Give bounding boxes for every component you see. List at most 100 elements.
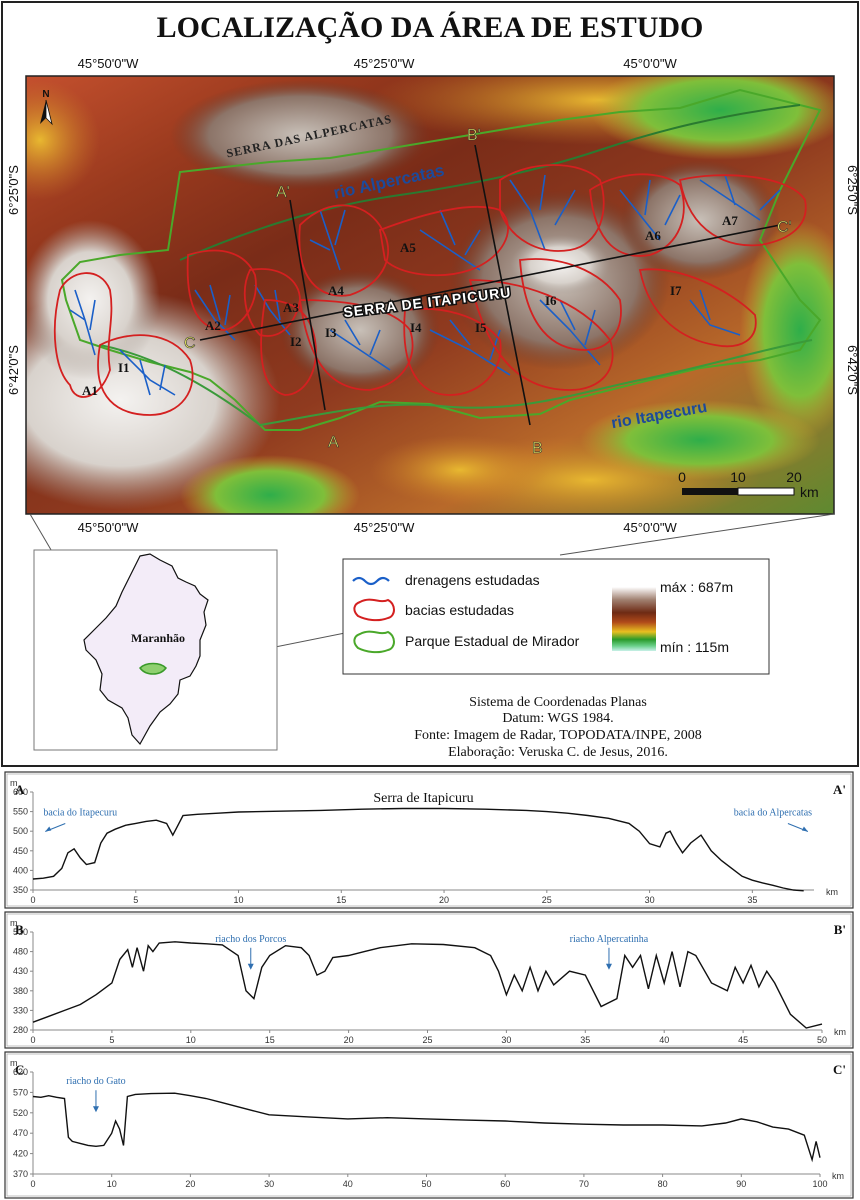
- x-tick-label: 20: [439, 895, 449, 905]
- basin-label-a5: A5: [400, 240, 416, 255]
- scale-tick-20: 20: [786, 469, 802, 485]
- x-tick-label: 30: [501, 1035, 511, 1045]
- y-tick-label: 520: [13, 1108, 28, 1118]
- coord-top-2: 45°25'0"W: [354, 56, 415, 71]
- y-tick-label: 420: [13, 1149, 28, 1159]
- credits-line-1: Sistema de Coordenadas Planas: [469, 695, 647, 710]
- y-tick-label: 380: [13, 986, 28, 996]
- y-tick-label: 430: [13, 966, 28, 976]
- basin-label-a1: A1: [82, 383, 98, 398]
- profile-frame: [4, 771, 854, 909]
- x-tick-label: 0: [30, 1179, 35, 1189]
- x-unit-label: km: [834, 1027, 846, 1037]
- y-tick-label: 330: [13, 1005, 28, 1015]
- inset-state-shape: [83, 553, 209, 746]
- profile-end-label: B': [834, 922, 846, 937]
- legend-max-label: máx : 687m: [660, 579, 733, 595]
- x-tick-label: 5: [133, 895, 138, 905]
- x-tick-label: 30: [264, 1179, 274, 1189]
- coord-bottom-2: 45°25'0"W: [354, 520, 415, 535]
- profile-line: [32, 1092, 821, 1163]
- profile-end-label: C': [833, 1062, 846, 1077]
- y-unit-label: m: [10, 778, 18, 788]
- map-frame: [25, 75, 835, 515]
- studied-basins: [53, 164, 807, 416]
- elevation-map: [26, 76, 834, 514]
- y-tick-label: 400: [13, 865, 28, 875]
- profile-annotation: riacho Alpercatinha: [570, 934, 649, 945]
- x-tick-label: 15: [265, 1035, 275, 1045]
- basin-label-i1: I1: [118, 360, 130, 375]
- y-tick-label: 480: [13, 947, 28, 957]
- profile-start-label: B: [15, 922, 24, 937]
- y-tick-label: 600: [13, 787, 28, 797]
- x-tick-label: 30: [645, 895, 655, 905]
- section-label-c: C: [184, 335, 196, 352]
- x-tick-label: 10: [107, 1179, 117, 1189]
- x-tick-label: 0: [30, 895, 35, 905]
- map-panel: LOCALIZAÇÃO DA ÁREA DE ESTUDO 45°50'0"W …: [1, 1, 860, 767]
- x-tick-label: 60: [500, 1179, 510, 1189]
- coord-right-2: 6°42'0"S: [845, 345, 860, 395]
- y-tick-label: 280: [13, 1025, 28, 1035]
- y-tick-label: 450: [13, 846, 28, 856]
- legend-basin-label: bacias estudadas: [405, 602, 514, 618]
- basin-label-a2: A2: [205, 318, 221, 333]
- basin-label-i2: I2: [290, 334, 302, 349]
- north-arrow-icon: [40, 99, 53, 126]
- y-tick-label: 500: [13, 826, 28, 836]
- coord-top-1: 45°50'0"W: [78, 56, 139, 71]
- y-tick-label: 570: [13, 1087, 28, 1097]
- basin-label-i6: I6: [545, 293, 557, 308]
- credits-line-3: Fonte: Imagem de Radar, TOPODATA/INPE, 2…: [414, 728, 702, 743]
- x-tick-label: 40: [659, 1035, 669, 1045]
- legend-park-symbol: [353, 630, 395, 654]
- section-lines: [199, 144, 781, 426]
- profile-annotation: riacho do Gato: [66, 1076, 125, 1087]
- legend-drainage-label: drenagens estudadas: [405, 572, 540, 588]
- basin-label-i4: I4: [410, 320, 422, 335]
- park-boundary: [60, 88, 822, 431]
- x-tick-label: 90: [736, 1179, 746, 1189]
- x-tick-label: 15: [336, 895, 346, 905]
- section-label-c-prime: C': [777, 219, 792, 236]
- section-label-a-prime: A': [276, 184, 290, 201]
- x-unit-label: km: [832, 1171, 844, 1181]
- coord-top-3: 45°0'0"W: [623, 56, 677, 71]
- x-tick-label: 40: [343, 1179, 353, 1189]
- legend-box: [342, 558, 770, 675]
- profile-frame: [4, 1051, 854, 1199]
- section-label-b: B: [532, 440, 543, 457]
- profile-annotation: riacho dos Porcos: [215, 934, 286, 945]
- y-tick-label: 530: [13, 927, 28, 937]
- x-unit-label: km: [826, 887, 838, 897]
- river-itapecuru-line: [99, 339, 813, 427]
- basin-label-a3: A3: [283, 300, 299, 315]
- profile-start-label: C: [15, 1062, 24, 1077]
- scale-tick-10: 10: [730, 469, 746, 485]
- scale-bar: [682, 487, 795, 496]
- scale-unit: km: [800, 484, 819, 500]
- basin-label-i7: I7: [670, 283, 682, 298]
- basin-label-i5: I5: [475, 320, 487, 335]
- y-tick-label: 350: [13, 885, 28, 895]
- inset-state-label: Maranhão: [131, 631, 185, 645]
- coord-bottom-1: 45°50'0"W: [78, 520, 139, 535]
- river-alpercatas-line: [179, 104, 801, 261]
- y-tick-label: 620: [13, 1067, 28, 1077]
- profile-end-label: A': [833, 782, 846, 797]
- profile-frame: [4, 911, 854, 1049]
- profile-line: [32, 941, 823, 1029]
- y-unit-label: m: [10, 1058, 18, 1068]
- x-tick-label: 20: [185, 1179, 195, 1189]
- y-tick-label: 550: [13, 807, 28, 817]
- basin-label-i3: I3: [325, 325, 337, 340]
- coord-left-2: 6°42'0"S: [6, 345, 21, 395]
- legend-drainage-symbol: [352, 576, 390, 586]
- basin-label-a4: A4: [328, 283, 344, 298]
- legend-elevation-ramp: [612, 587, 656, 651]
- credits-line-4: Elaboração: Veruska C. de Jesus, 2016.: [448, 745, 668, 760]
- credits-line-2: Datum: WGS 1984.: [502, 711, 613, 726]
- north-label: N: [42, 89, 49, 100]
